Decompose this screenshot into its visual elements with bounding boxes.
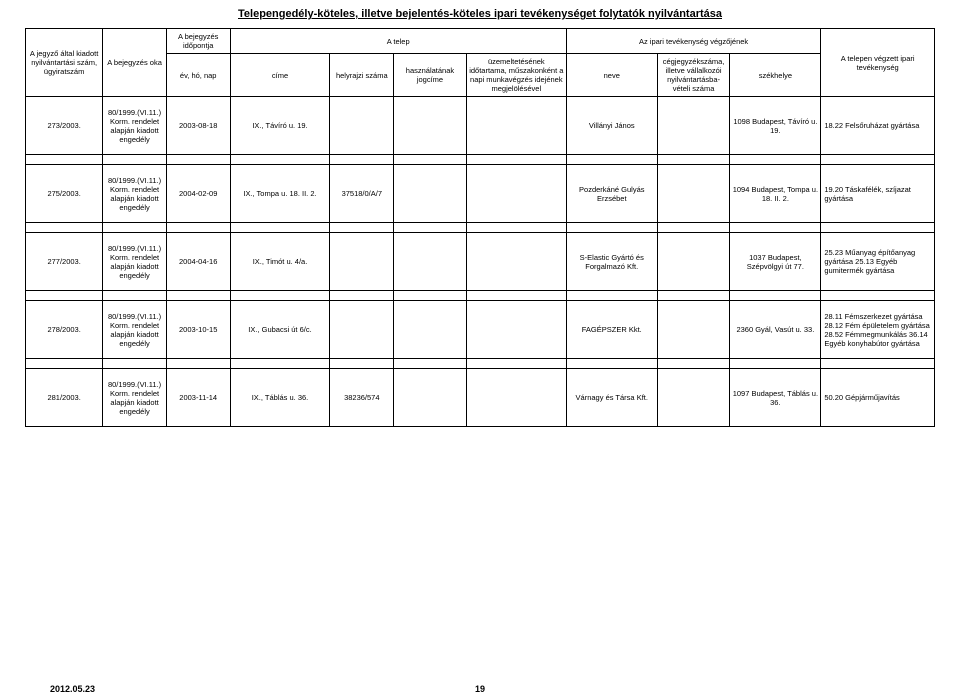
cell: 1098 Budapest, Távíró u. 19. (730, 97, 821, 155)
cell: 37518/0/A/7 (330, 165, 394, 223)
cell: 2004-04-16 (166, 233, 230, 291)
cell (466, 369, 566, 427)
cell: 25.23 Műanyag építőanyag gyártása 25.13 … (821, 233, 935, 291)
cell: FAGÉPSZER Kkt. (566, 301, 657, 359)
cell (394, 165, 467, 223)
footer-page-number: 19 (475, 684, 485, 694)
cell: 1097 Budapest, Táblás u. 36. (730, 369, 821, 427)
cell: 2003-11-14 (166, 369, 230, 427)
cell (657, 233, 730, 291)
cell (657, 97, 730, 155)
cell: 28.11 Fémszerkezet gyártása 28.12 Fém ép… (821, 301, 935, 359)
subheader-date: év, hó, nap (166, 54, 230, 97)
cell: 1037 Budapest, Szépvölgyi út 77. (730, 233, 821, 291)
cell (394, 233, 467, 291)
cell: 2004-02-09 (166, 165, 230, 223)
cell: 281/2003. (26, 369, 103, 427)
cell: 275/2003. (26, 165, 103, 223)
subheader-regno: cégjegyzékszáma, illetve vállalkozói nyi… (657, 54, 730, 97)
cell: 50.20 Gépjárműjavítás (821, 369, 935, 427)
header-reg-number: A jegyző által kiadott nyilvántartási sz… (26, 29, 103, 97)
subheader-seat: székhelye (730, 54, 821, 97)
cell: IX., Tompa u. 18. II. 2. (230, 165, 330, 223)
cell (657, 165, 730, 223)
table-row: 273/2003.80/1999.(VI.11.) Korm. rendelet… (26, 97, 935, 155)
header-activity: A telepen végzett ipari tevékenység (821, 29, 935, 97)
cell: 80/1999.(VI.11.) Korm. rendelet alapján … (103, 233, 167, 291)
header-reason: A bejegyzés oka (103, 29, 167, 97)
cell: 38236/574 (330, 369, 394, 427)
table-row: 281/2003.80/1999.(VI.11.) Korm. rendelet… (26, 369, 935, 427)
cell (394, 97, 467, 155)
cell: 19.20 Táskafélék, szíjazat gyártása (821, 165, 935, 223)
cell: Várnagy és Társa Kft. (566, 369, 657, 427)
cell: Pozderkáné Gulyás Erzsébet (566, 165, 657, 223)
cell (394, 369, 467, 427)
cell (466, 301, 566, 359)
registry-table: A jegyző által kiadott nyilvántartási sz… (25, 28, 935, 427)
cell: Villányi János (566, 97, 657, 155)
cell: 273/2003. (26, 97, 103, 155)
header-date-group: A bejegyzés időpontja (166, 29, 230, 54)
header-site-group: A telep (230, 29, 566, 54)
cell: 2003-10-15 (166, 301, 230, 359)
cell: 18.22 Felsőruházat gyártása (821, 97, 935, 155)
cell (394, 301, 467, 359)
cell: 1094 Budapest, Tompa u. 18. II. 2. (730, 165, 821, 223)
cell (330, 233, 394, 291)
cell (657, 301, 730, 359)
cell: 2003-08-18 (166, 97, 230, 155)
subheader-address: címe (230, 54, 330, 97)
cell (330, 97, 394, 155)
subheader-operation: üzemeltetésének időtartama, műszakonként… (466, 54, 566, 97)
cell: 278/2003. (26, 301, 103, 359)
cell (466, 233, 566, 291)
cell: 80/1999.(VI.11.) Korm. rendelet alapján … (103, 165, 167, 223)
cell: 80/1999.(VI.11.) Korm. rendelet alapján … (103, 97, 167, 155)
cell: 80/1999.(VI.11.) Korm. rendelet alapján … (103, 369, 167, 427)
cell: IX., Timót u. 4/a. (230, 233, 330, 291)
subheader-parcel: helyrajzi száma (330, 54, 394, 97)
cell: 80/1999.(VI.11.) Korm. rendelet alapján … (103, 301, 167, 359)
table-row: 275/2003.80/1999.(VI.11.) Korm. rendelet… (26, 165, 935, 223)
subheader-use-title: használatának jogcíme (394, 54, 467, 97)
cell: IX., Távíró u. 19. (230, 97, 330, 155)
cell: 277/2003. (26, 233, 103, 291)
cell (330, 301, 394, 359)
header-operator-group: Az ipari tevékenység végzőjének (566, 29, 821, 54)
table-row: 277/2003.80/1999.(VI.11.) Korm. rendelet… (26, 233, 935, 291)
table-row: 278/2003.80/1999.(VI.11.) Korm. rendelet… (26, 301, 935, 359)
cell: IX., Gubacsi út 6/c. (230, 301, 330, 359)
cell: 2360 Gyál, Vasút u. 33. (730, 301, 821, 359)
page-title: Telepengedély-köteles, illetve bejelenté… (25, 8, 935, 20)
cell: IX., Táblás u. 36. (230, 369, 330, 427)
cell (657, 369, 730, 427)
footer-date: 2012.05.23 (50, 684, 95, 694)
subheader-name: neve (566, 54, 657, 97)
cell (466, 97, 566, 155)
cell (466, 165, 566, 223)
cell: S-Elastic Gyártó és Forgalmazó Kft. (566, 233, 657, 291)
